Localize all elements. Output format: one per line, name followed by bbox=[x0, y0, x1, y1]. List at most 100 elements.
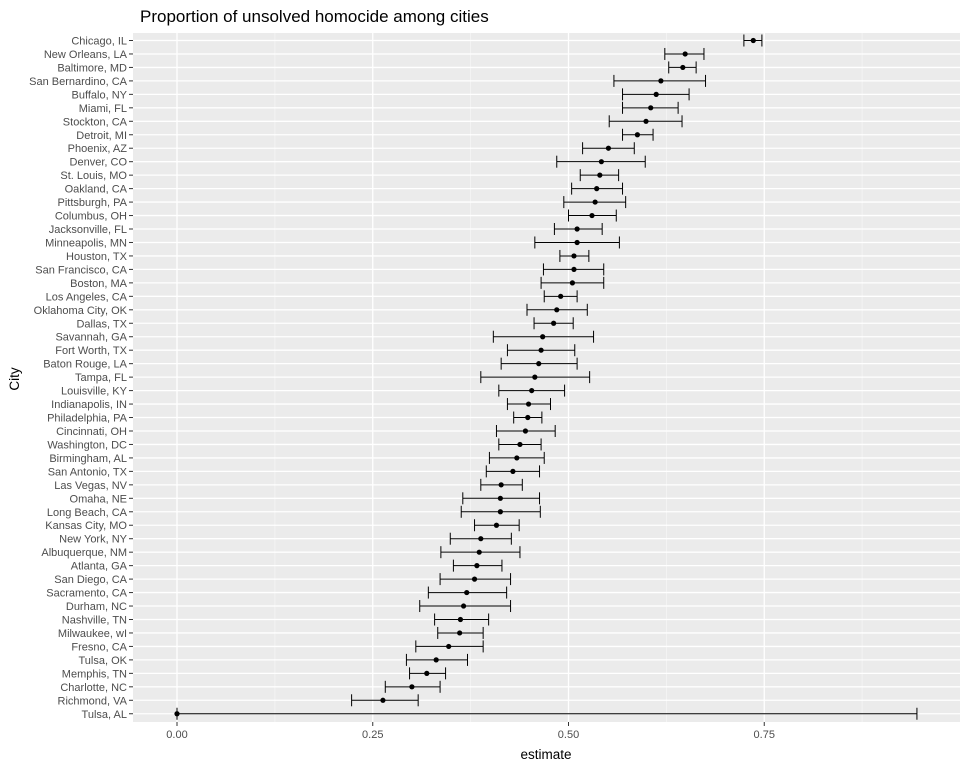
grid bbox=[133, 33, 960, 722]
y-tick-label: Sacramento, CA bbox=[46, 588, 127, 600]
city-errorbar bbox=[556, 155, 646, 168]
y-tick-label: San Bernardino, CA bbox=[29, 76, 127, 88]
error-bars bbox=[174, 34, 918, 720]
y-tick-label: Oakland, CA bbox=[65, 184, 128, 196]
estimate-point bbox=[540, 334, 546, 340]
estimate-point bbox=[597, 172, 603, 178]
city-errorbar bbox=[559, 249, 590, 262]
estimate-point bbox=[643, 118, 649, 124]
y-axis-title: City bbox=[7, 367, 22, 390]
y-tick-label: Miami, FL bbox=[79, 103, 127, 115]
y-tick-label: Milwaukee, wI bbox=[58, 628, 127, 640]
estimate-point bbox=[594, 186, 600, 192]
city-errorbar bbox=[579, 169, 620, 182]
estimate-point bbox=[522, 428, 529, 434]
x-tick-label: 0.00 bbox=[166, 729, 187, 741]
city-errorbar bbox=[405, 653, 468, 666]
y-tick-label: Fresno, CA bbox=[71, 641, 127, 653]
y-tick-label: Phoenix, AZ bbox=[68, 143, 128, 155]
estimate-point bbox=[598, 159, 604, 165]
y-tick-label: Cincinnati, OH bbox=[56, 426, 127, 438]
y-tick-label: Indianapolis, IN bbox=[51, 399, 127, 411]
y-tick-label: St. Louis, MO bbox=[60, 170, 127, 182]
y-tick-label: Louisville, KY bbox=[61, 386, 128, 398]
city-errorbar bbox=[513, 411, 543, 424]
city-errorbar bbox=[409, 667, 447, 680]
estimate-point bbox=[536, 361, 542, 367]
y-tick-label: Tulsa, OK bbox=[79, 655, 128, 667]
city-errorbar bbox=[506, 398, 551, 411]
city-errorbar bbox=[526, 303, 588, 316]
city-errorbar bbox=[460, 505, 541, 518]
city-errorbar bbox=[485, 465, 541, 478]
city-errorbar bbox=[568, 209, 617, 222]
city-errorbar bbox=[415, 640, 484, 653]
y-tick-label: Baltimore, MD bbox=[57, 62, 127, 74]
estimate-point bbox=[457, 630, 463, 636]
y-tick-label: Memphis, TN bbox=[62, 668, 127, 680]
city-errorbar bbox=[534, 236, 620, 249]
y-tick-label: Tulsa, AL bbox=[82, 709, 127, 721]
city-errorbar bbox=[449, 532, 512, 545]
estimate-point bbox=[525, 414, 531, 421]
city-errorbar bbox=[613, 74, 707, 87]
city-errorbar bbox=[474, 519, 520, 532]
city-errorbar bbox=[439, 573, 512, 586]
y-tick-label: Fort Worth, TX bbox=[55, 345, 127, 357]
estimate-point bbox=[409, 684, 415, 690]
y-tick-label: Birmingham, AL bbox=[49, 453, 127, 465]
estimate-point bbox=[517, 441, 523, 448]
city-errorbar bbox=[571, 182, 624, 195]
y-tick-label: Durham, NC bbox=[66, 601, 127, 613]
y-tick-label: Los Angeles, CA bbox=[46, 291, 128, 303]
y-tick-label: Buffalo, NY bbox=[72, 89, 128, 101]
estimate-point bbox=[569, 280, 576, 286]
city-errorbar bbox=[543, 290, 578, 303]
city-errorbar bbox=[533, 317, 574, 330]
y-tick-label: Minneapolis, MN bbox=[45, 237, 127, 249]
estimate-point bbox=[380, 697, 386, 703]
y-tick-label: Detroit, MI bbox=[76, 130, 127, 142]
y-tick-label: Oklahoma City, OK bbox=[34, 305, 128, 317]
y-tick-label: Houston, TX bbox=[66, 251, 128, 263]
city-errorbar bbox=[384, 680, 441, 693]
y-tick-label: Chicago, IL bbox=[71, 36, 127, 48]
estimate-point bbox=[648, 105, 654, 111]
estimate-point bbox=[424, 670, 430, 676]
estimate-point bbox=[474, 563, 480, 569]
y-tick-label: Columbus, OH bbox=[55, 211, 127, 223]
estimate-point bbox=[571, 266, 577, 273]
y-tick-label: Nashville, TN bbox=[62, 614, 127, 626]
city-errorbar bbox=[492, 330, 595, 343]
estimate-point bbox=[682, 51, 688, 57]
y-tick-label: Tampa, FL bbox=[75, 372, 127, 384]
city-errorbar bbox=[437, 626, 484, 639]
estimate-point bbox=[498, 482, 504, 488]
estimate-point bbox=[476, 549, 482, 555]
estimate-point bbox=[589, 212, 595, 219]
y-tick-label: Albuquerque, NM bbox=[41, 547, 127, 559]
city-errorbar bbox=[582, 142, 635, 155]
city-errorbar bbox=[488, 451, 545, 464]
y-tick-label: Atlanta, GA bbox=[71, 561, 128, 573]
estimate-point bbox=[574, 239, 580, 246]
city-errorbar bbox=[743, 34, 763, 47]
y-tick-label: Long Beach, CA bbox=[47, 507, 128, 519]
estimate-point bbox=[592, 199, 598, 205]
estimate-point bbox=[538, 347, 544, 353]
city-errorbar bbox=[440, 546, 521, 559]
y-tick-label: New York, NY bbox=[59, 534, 128, 546]
city-errorbar bbox=[542, 263, 605, 276]
x-tick-label: 0.75 bbox=[754, 729, 775, 741]
city-errorbar bbox=[427, 586, 508, 599]
city-errorbar bbox=[480, 371, 591, 384]
city-errorbar bbox=[452, 559, 503, 572]
estimate-point bbox=[497, 509, 503, 515]
city-errorbar bbox=[608, 115, 683, 128]
estimate-point bbox=[532, 374, 538, 380]
city-errorbar bbox=[419, 600, 512, 613]
y-tick-label: San Antonio, TX bbox=[48, 466, 128, 478]
y-tick-label: Baton Rouge, LA bbox=[43, 359, 127, 371]
